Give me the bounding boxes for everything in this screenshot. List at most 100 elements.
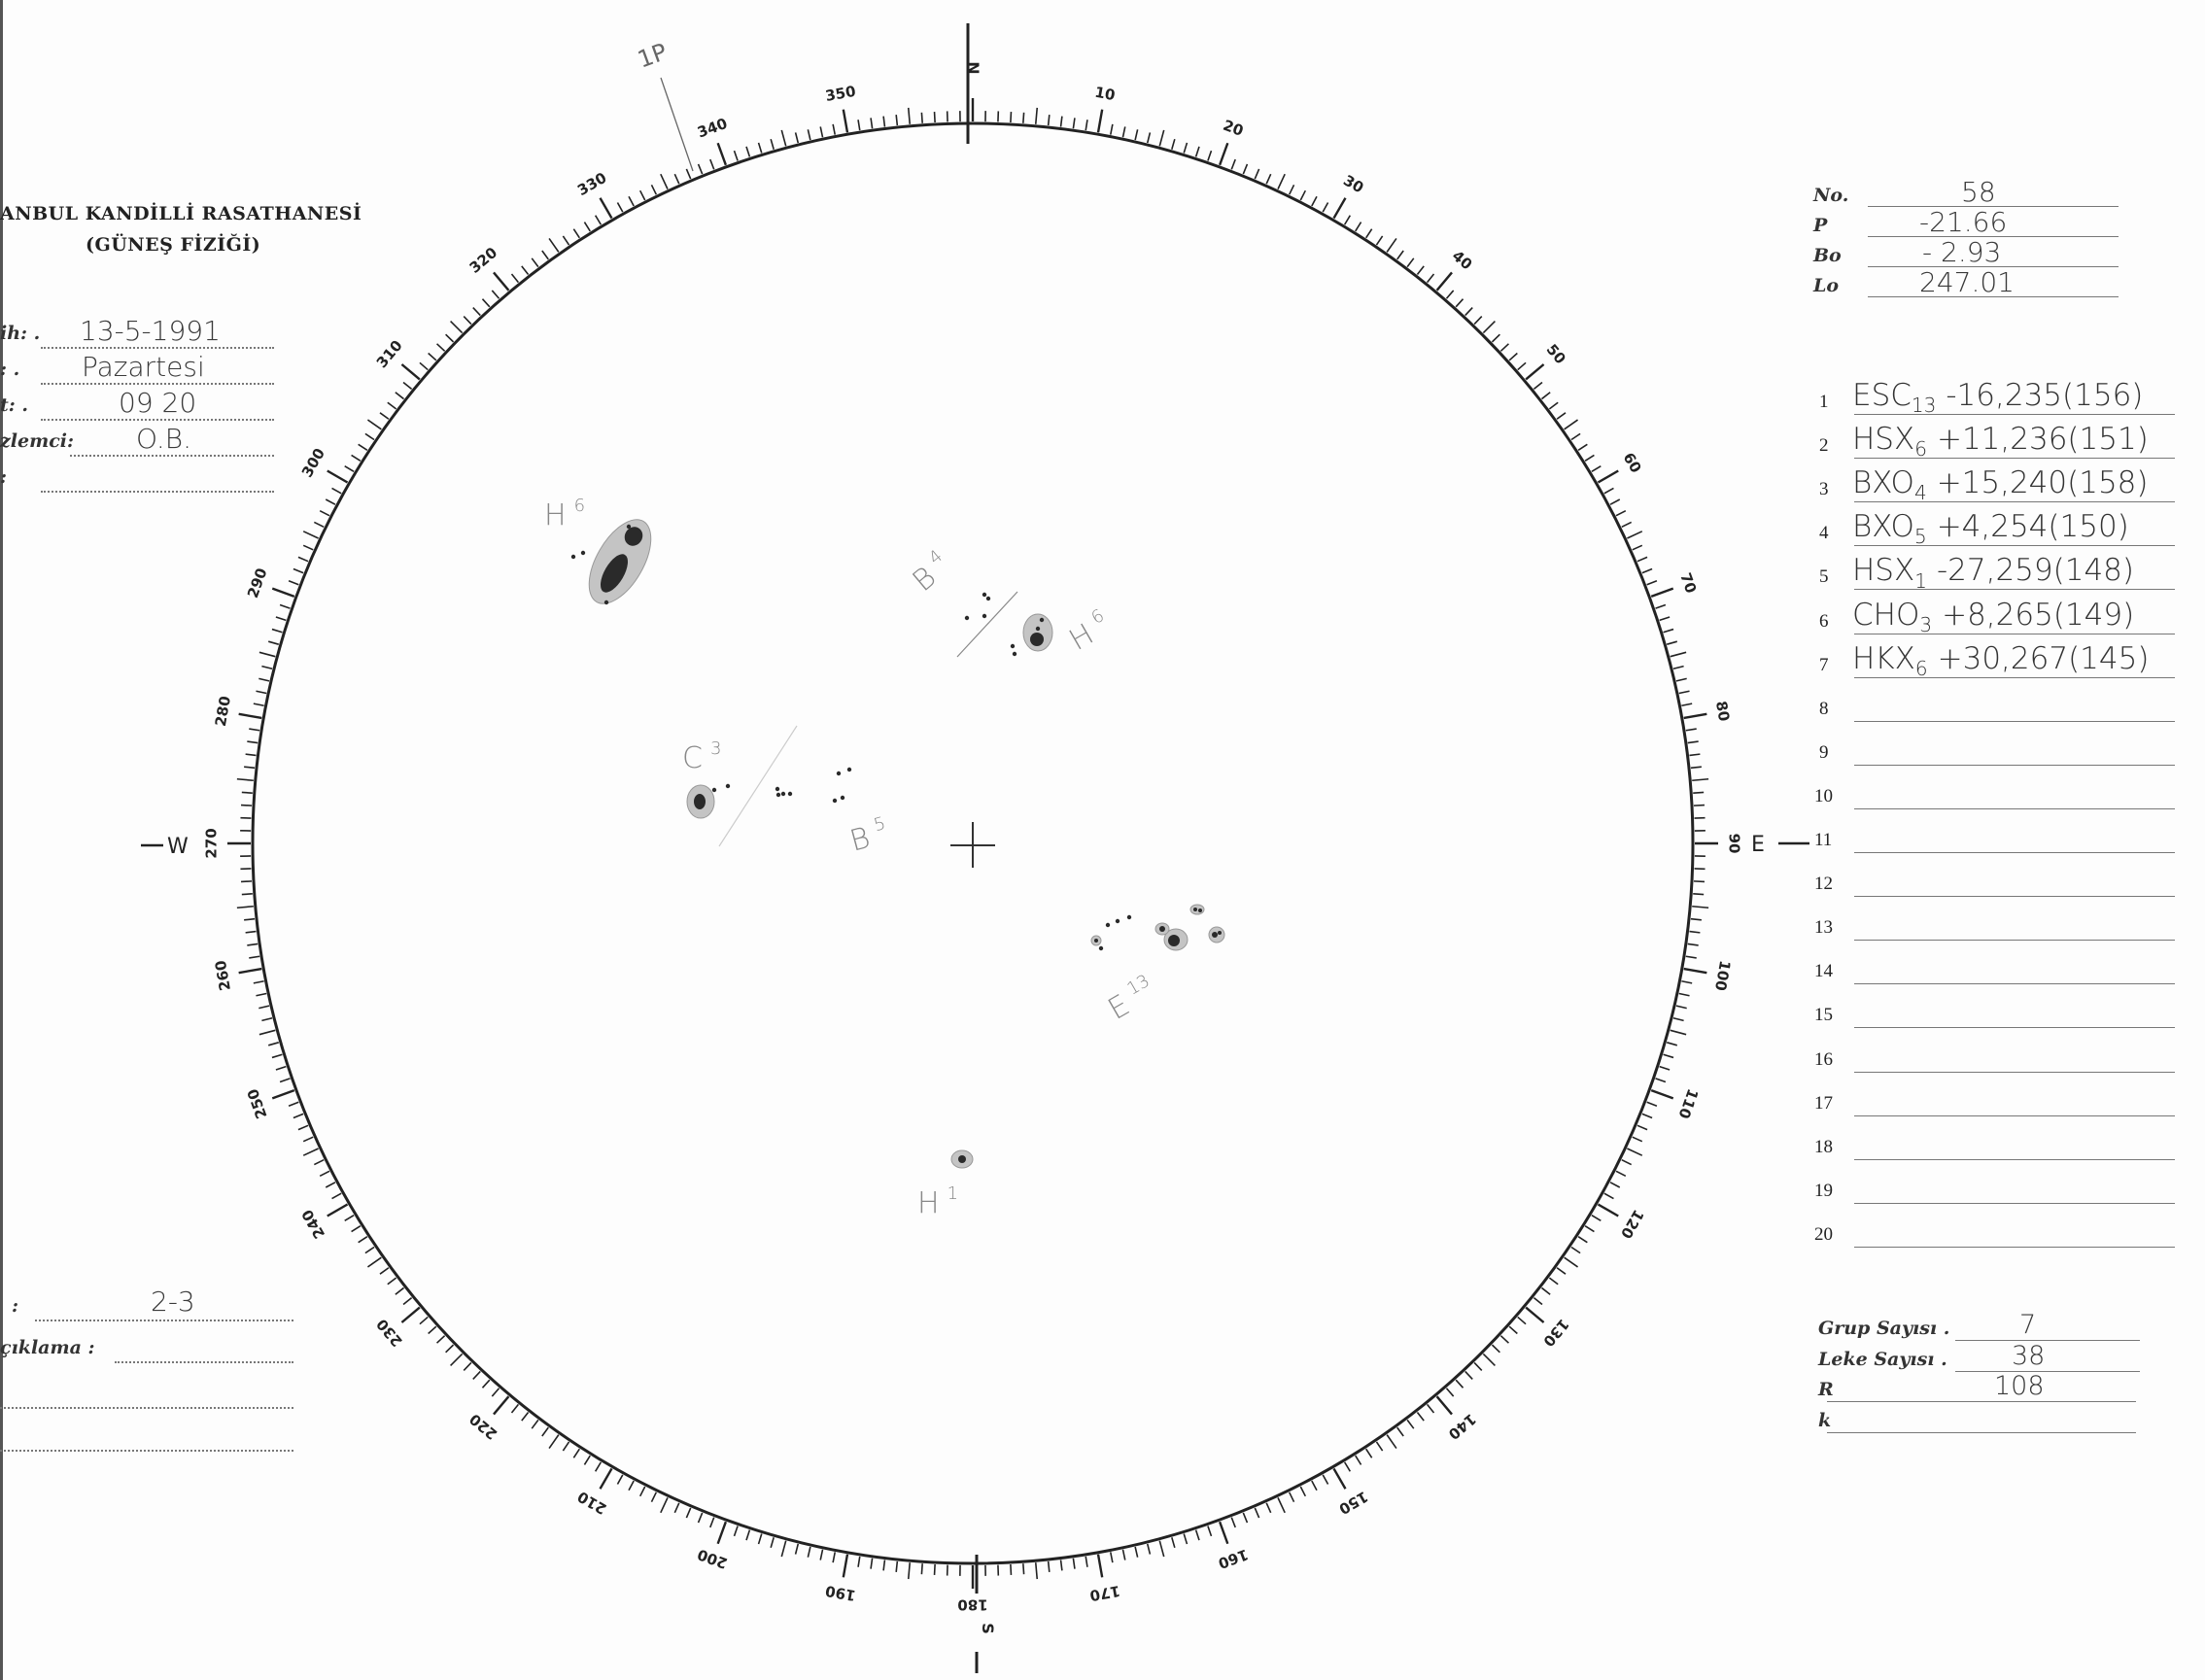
degree-label: 110 — [1674, 1086, 1702, 1121]
degree-tick — [428, 1325, 437, 1335]
degree-label: 20 — [1221, 117, 1246, 140]
rotation-axis-line — [660, 77, 694, 172]
degree-tick — [258, 651, 276, 658]
summary-value[interactable]: 7 — [2019, 1310, 2037, 1340]
degree-tick — [1591, 464, 1602, 473]
degree-tick — [267, 640, 280, 645]
group-row-number: 11 — [1814, 830, 1833, 850]
degree-tick — [1482, 1353, 1496, 1366]
degree-tick — [510, 273, 520, 284]
pore — [603, 600, 609, 605]
group-row-number: 4 — [1819, 523, 1829, 544]
degree-tick — [244, 917, 256, 921]
pore — [1098, 945, 1104, 951]
degree-tick — [1121, 126, 1126, 138]
group-entry[interactable]: CHO3 +8,265(149) — [1852, 600, 2134, 634]
degree-tick — [428, 352, 437, 361]
notes-value[interactable]: 2-3 — [151, 1286, 195, 1318]
south-label: S — [979, 1623, 997, 1634]
group-entry[interactable]: HSX1 -27,259(148) — [1852, 553, 2134, 591]
form-label: ih: . — [0, 323, 41, 344]
degree-tick — [920, 1563, 923, 1575]
group-row-line — [1854, 764, 2175, 766]
degree-tick — [450, 321, 464, 334]
degree-tick — [319, 1170, 330, 1178]
ephemeris-value[interactable]: 247.01 — [1919, 266, 2015, 298]
degree-tick — [794, 132, 800, 144]
group-label: B4 — [905, 546, 957, 599]
degree-label: 150 — [1336, 1488, 1371, 1518]
degree-tick — [319, 509, 330, 517]
degree-tick — [445, 1344, 455, 1354]
group-label-count: 13 — [1123, 971, 1153, 1000]
ephemeris-value[interactable]: 58 — [1961, 176, 1996, 208]
group-label: H6 — [1062, 605, 1116, 658]
degree-tick — [1299, 189, 1307, 201]
group-entry[interactable]: HSX6 +11,236(151) — [1852, 425, 2149, 462]
summary-value[interactable]: 38 — [2012, 1341, 2046, 1371]
group-class: HSX — [1852, 553, 1915, 589]
degree-tick — [1627, 531, 1643, 539]
degree-label: 40 — [1449, 247, 1476, 273]
degree-tick — [267, 1042, 280, 1046]
degree-tick — [261, 665, 273, 670]
degree-tick — [313, 521, 325, 529]
group-class: BXO — [1852, 465, 1914, 501]
group-row-number: 12 — [1814, 874, 1833, 895]
degree-tick — [548, 237, 560, 253]
form-dotted-line — [41, 419, 274, 421]
degree-tick — [1681, 979, 1693, 984]
degree-tick — [302, 1148, 319, 1156]
degree-tick — [673, 1502, 680, 1514]
group-entry[interactable]: ESC13 -16,235(156) — [1852, 381, 2143, 416]
group-row-line — [1854, 807, 2175, 809]
degree-tick — [331, 1192, 342, 1200]
umbra — [1159, 926, 1165, 932]
degree-tick — [1121, 1549, 1126, 1560]
ephemeris-value[interactable]: -21.66 — [1919, 206, 2008, 238]
department-title: (GÜNEŞ FİZİĞİ) — [86, 234, 261, 256]
group-entry[interactable]: BXO4 +15,240(158) — [1852, 465, 2149, 503]
group-separator — [718, 725, 798, 847]
degree-tick — [660, 173, 669, 189]
ephemeris-value[interactable]: - 2.93 — [1922, 236, 2002, 268]
degree-tick — [1655, 603, 1667, 609]
degree-tick — [780, 129, 787, 147]
group-row-line — [1854, 1246, 2175, 1248]
degree-tick — [541, 1426, 549, 1437]
degree-tick — [807, 1546, 811, 1558]
degree-tick — [258, 677, 270, 682]
degree-tick — [1564, 1256, 1579, 1268]
degree-tick — [1332, 1467, 1347, 1490]
degree-tick — [313, 1158, 325, 1166]
degree-tick — [1603, 487, 1614, 495]
degree-tick — [1109, 123, 1114, 135]
degree-tick — [1693, 893, 1705, 896]
group-entry[interactable]: BXO5 +4,254(150) — [1852, 512, 2129, 547]
form-value[interactable]: Pazartesi — [82, 351, 205, 383]
ephemeris-label: Lo — [1813, 275, 1840, 296]
summary-value[interactable]: 108 — [1994, 1371, 2045, 1401]
degree-label: 240 — [298, 1207, 328, 1242]
group-label-count: 6 — [574, 496, 585, 516]
degree-tick — [1355, 222, 1362, 232]
degree-tick — [344, 464, 355, 473]
degree-tick — [1615, 1170, 1627, 1178]
umbra — [1094, 939, 1098, 943]
summary-line — [1955, 1340, 2140, 1341]
degree-tick — [673, 173, 680, 185]
form-value[interactable]: O.B. — [136, 423, 192, 455]
form-value[interactable]: 13-5-1991 — [80, 315, 221, 347]
degree-tick — [1687, 740, 1699, 744]
group-label-class: B — [846, 821, 874, 859]
group-label-count: 6 — [1087, 605, 1107, 629]
group-spot-count: 6 — [1914, 437, 1927, 462]
degree-tick — [1464, 307, 1473, 317]
degree-tick — [1455, 298, 1464, 308]
group-entry[interactable]: HKX6 +30,267(145) — [1852, 643, 2149, 678]
degree-label: 10 — [1093, 84, 1117, 104]
degree-tick — [1591, 1214, 1602, 1222]
degree-tick — [302, 531, 319, 539]
degree-tick — [1406, 257, 1415, 268]
form-value[interactable]: 09 20 — [119, 387, 197, 419]
